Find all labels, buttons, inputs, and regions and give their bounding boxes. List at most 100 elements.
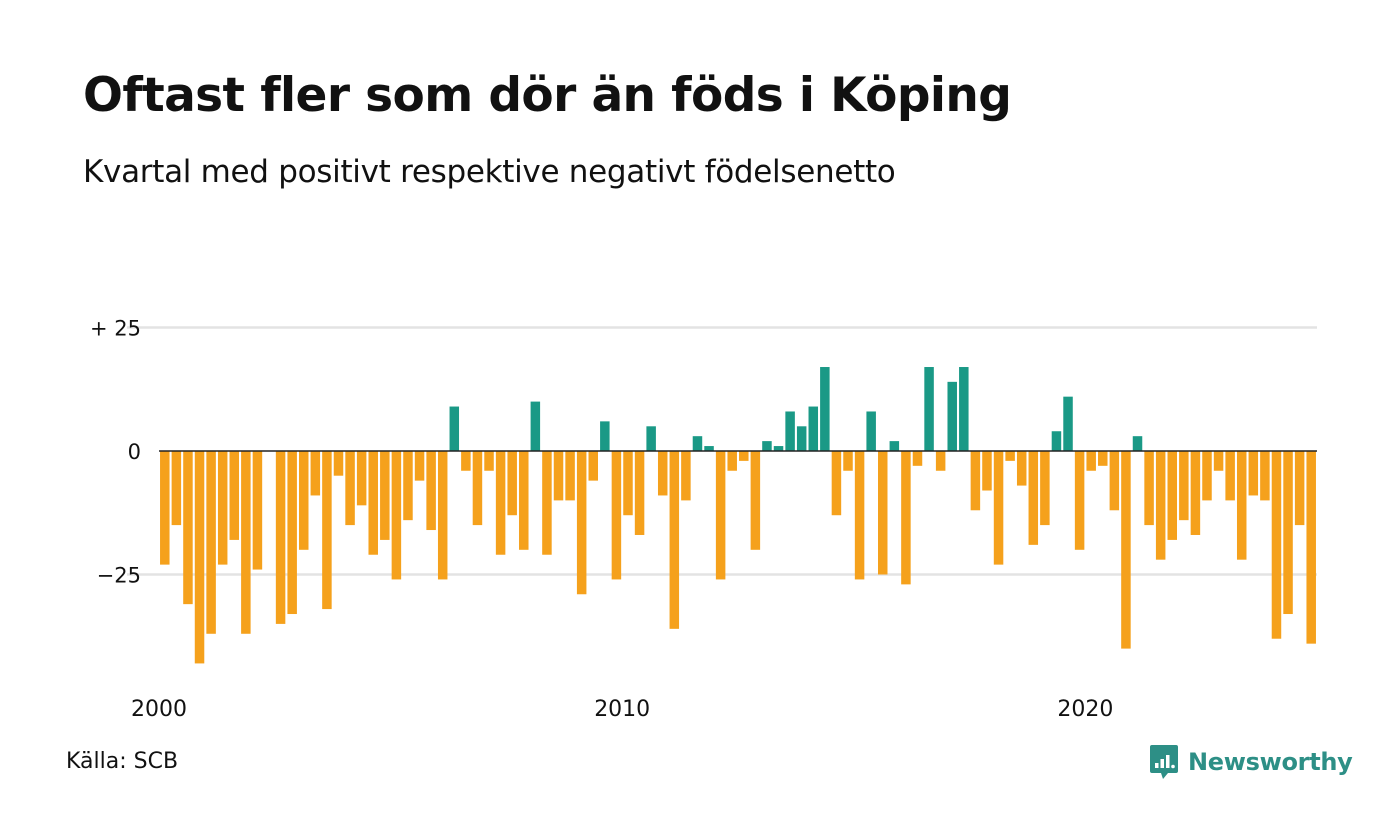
bar-negative [542, 451, 552, 555]
bar-positive [924, 367, 934, 451]
bar-negative [657, 451, 668, 496]
bar-negative [912, 451, 923, 466]
zero-line-mask [100, 449, 159, 453]
bar-negative [345, 451, 355, 526]
bar-negative [519, 451, 529, 550]
bar-negative [1306, 451, 1316, 644]
bar-negative [553, 451, 564, 501]
y-axis-labels: + 25 0 −25 [90, 317, 141, 588]
bar-negative [750, 451, 761, 550]
bar-negative [1109, 451, 1120, 511]
bar-negative [1074, 451, 1085, 550]
bar-negative [287, 451, 297, 615]
bar-negative [333, 451, 344, 476]
bar-negative [1155, 451, 1166, 560]
newsworthy-logo: Newsworthy [1149, 744, 1353, 780]
bars-layer [160, 367, 1316, 664]
bar-negative [1005, 451, 1015, 461]
bar-positive [646, 426, 656, 451]
bar-negative [831, 451, 842, 516]
bar-negative [854, 451, 865, 580]
chart-subtitle: Kvartal med positivt respektive negativt… [83, 154, 896, 190]
bar-positive [762, 441, 772, 451]
bar-negative [1190, 451, 1201, 535]
bar-positive [773, 446, 784, 451]
bar-negative [1028, 451, 1039, 545]
bar-negative [588, 451, 598, 481]
bar-positive [796, 426, 807, 451]
bar-positive [1051, 431, 1062, 451]
bar-negative [1260, 451, 1270, 501]
bar-negative [970, 451, 981, 511]
bar-negative [739, 451, 749, 461]
chart-title: Oftast fler som dör än föds i Köping [83, 68, 1012, 123]
bar-negative [356, 451, 367, 506]
bar-negative [1248, 451, 1259, 496]
bar-negative [715, 451, 726, 580]
bar-negative [183, 451, 193, 605]
bar-positive [866, 411, 876, 451]
bar-negative [681, 451, 691, 501]
bar-negative [426, 451, 436, 531]
zero-line-layer [100, 449, 1317, 453]
bar-positive [1063, 396, 1073, 451]
bar-negative [565, 451, 575, 501]
bar-negative [229, 451, 240, 540]
bar-negative [472, 451, 483, 526]
bar-negative [160, 451, 170, 565]
bar-negative [634, 451, 645, 535]
bar-positive [600, 421, 610, 451]
bar-negative [878, 451, 888, 575]
bar-negative [217, 451, 228, 565]
bar-negative [993, 451, 1004, 565]
bar-negative [171, 451, 182, 526]
bar-negative [623, 451, 633, 516]
bar-negative [1086, 451, 1096, 471]
y-tick-label: 0 [128, 440, 141, 464]
bar-negative [1179, 451, 1189, 521]
brand-name: Newsworthy [1188, 748, 1353, 776]
bar-negative [437, 451, 448, 580]
bar-positive [947, 381, 957, 451]
newsworthy-logo-icon [1150, 745, 1178, 779]
bar-negative [241, 451, 251, 634]
bar-negative [368, 451, 378, 555]
bar-negative [1202, 451, 1212, 501]
x-tick-label: 2010 [594, 697, 650, 722]
bar-negative [982, 451, 992, 491]
bar-negative [194, 451, 205, 664]
bar-negative [380, 451, 390, 540]
bar-negative [1040, 451, 1050, 526]
bar-negative [727, 451, 737, 471]
bar-negative [1271, 451, 1282, 639]
bar-negative [403, 451, 413, 521]
bar-negative [507, 451, 517, 516]
bar-positive [785, 411, 795, 451]
bar-negative [275, 451, 286, 624]
bar-negative [901, 451, 911, 585]
bar-negative [1121, 451, 1131, 649]
bar-negative [484, 451, 494, 471]
bar-negative [843, 451, 853, 471]
bar-negative [1236, 451, 1247, 560]
bar-positive [820, 367, 830, 451]
bar-positive [959, 367, 969, 451]
bar-negative [1213, 451, 1224, 471]
bar-negative [310, 451, 321, 496]
bar-negative [322, 451, 332, 610]
bar-negative [414, 451, 425, 481]
y-tick-label: −25 [97, 564, 141, 588]
bar-positive [530, 401, 541, 451]
bar-negative [391, 451, 402, 580]
bar-negative [935, 451, 946, 471]
bar-positive [704, 446, 714, 451]
source-note: Källa: SCB [66, 749, 179, 774]
y-tick-label: + 25 [90, 317, 141, 341]
bar-negative [461, 451, 471, 471]
bar-negative [1167, 451, 1177, 540]
bar-positive [1132, 436, 1143, 451]
bar-negative [495, 451, 506, 555]
bar-positive [889, 441, 900, 451]
x-axis-labels: 2000 2010 2020 [131, 697, 1113, 722]
